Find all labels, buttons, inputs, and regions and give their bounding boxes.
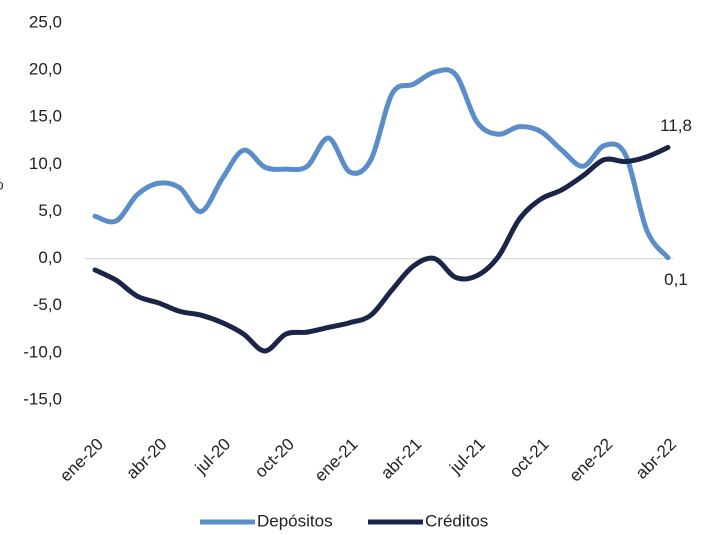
x-tick-label: ene-22: [565, 435, 616, 486]
y-tick-label: 15,0: [29, 107, 62, 126]
data-label: 11,8: [660, 116, 692, 135]
x-tick-label: abr-20: [122, 435, 170, 483]
y-tick-label: 25,0: [29, 12, 62, 31]
line: [92, 67, 671, 261]
x-tick-label: oct-20: [251, 435, 298, 482]
y-tick-label: 20,0: [29, 60, 62, 79]
x-tick-label: ene-21: [311, 435, 362, 486]
y-tick-label: -10,0: [23, 342, 62, 361]
y-tick-label: -15,0: [23, 389, 62, 408]
y-tick-label: -5,0: [33, 295, 62, 314]
x-tick-label: ene-20: [56, 435, 107, 486]
x-tick-label: abr-21: [377, 435, 425, 483]
y-axis-label: %: [0, 174, 4, 193]
x-tick-label: abr-22: [632, 435, 680, 483]
x-tick-label: jul-21: [445, 435, 489, 479]
x-tick-label: jul-20: [191, 435, 235, 479]
y-tick-label: 0,0: [38, 248, 62, 267]
y-tick-label: 5,0: [38, 201, 62, 220]
y-tick-label: 10,0: [29, 154, 62, 173]
line: [92, 144, 671, 354]
legend-label: Depósitos: [257, 511, 333, 530]
data-label: 0,1: [664, 270, 688, 289]
legend-label: Créditos: [425, 511, 488, 530]
x-tick-label: oct-21: [506, 435, 553, 482]
